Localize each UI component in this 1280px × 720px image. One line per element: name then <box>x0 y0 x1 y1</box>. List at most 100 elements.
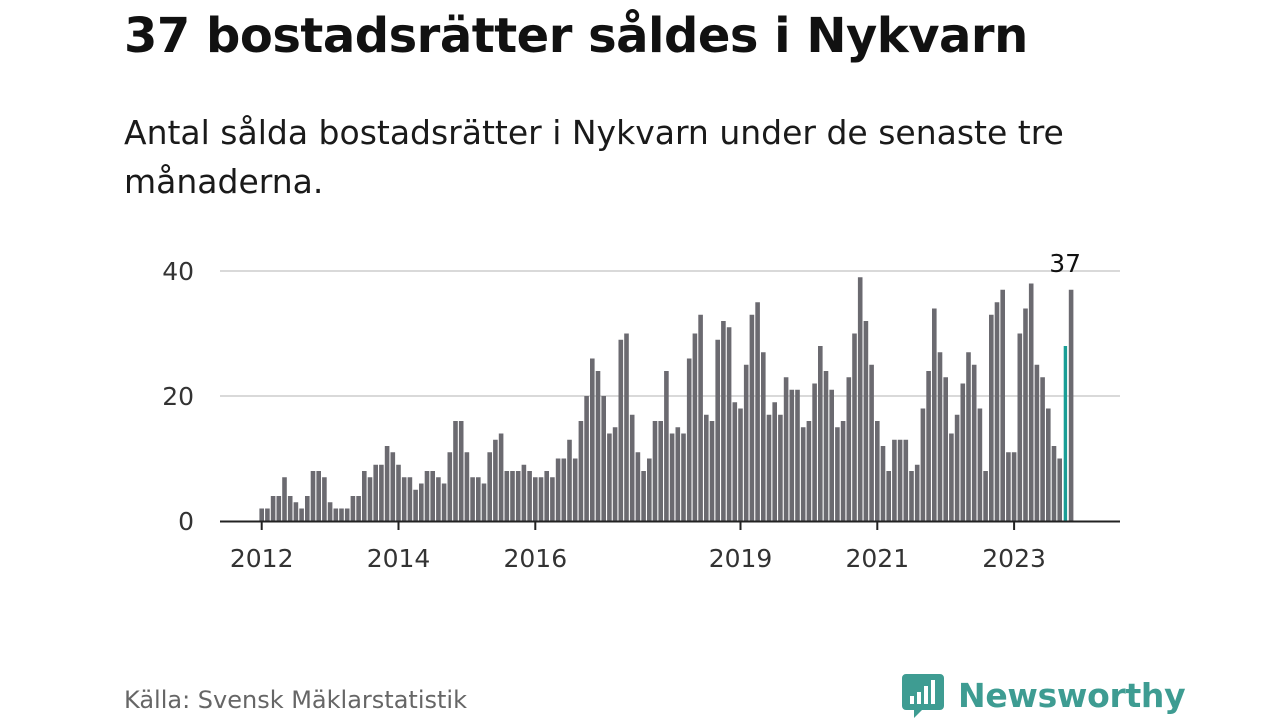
bar <box>766 414 772 521</box>
bar <box>344 508 350 521</box>
bar <box>743 364 749 521</box>
bar <box>595 371 601 521</box>
bar <box>316 471 321 521</box>
bar <box>994 302 1000 521</box>
bar <box>555 458 561 521</box>
bar <box>470 477 475 521</box>
bar <box>396 464 401 521</box>
bar <box>892 439 897 521</box>
bar <box>954 414 960 521</box>
bar <box>601 396 606 521</box>
newsworthy-logo-icon <box>902 674 944 718</box>
bar <box>698 314 703 521</box>
bar <box>647 458 652 521</box>
bar <box>498 433 504 521</box>
bar <box>1028 283 1034 521</box>
bar <box>778 414 783 521</box>
bar <box>846 377 852 521</box>
x-tick-label: 2021 <box>845 544 909 573</box>
bar <box>840 421 846 521</box>
bars <box>259 277 1074 521</box>
bar <box>715 339 720 521</box>
bar <box>726 327 732 521</box>
bar <box>299 508 304 521</box>
bar <box>333 508 339 521</box>
bar <box>960 383 966 521</box>
bar <box>738 408 743 521</box>
bar <box>800 427 806 521</box>
bar <box>1051 446 1057 521</box>
bar <box>561 458 567 521</box>
bar <box>664 371 669 521</box>
highlight-value-label: 37 <box>1049 249 1081 278</box>
bar-chart: 0 20 40 2012 2014 2016 2019 2021 2023 37 <box>162 249 1120 573</box>
bar <box>1011 452 1017 521</box>
x-tick-label: 2016 <box>503 544 567 573</box>
bar <box>641 471 646 521</box>
bar <box>829 389 834 521</box>
bar <box>379 464 384 521</box>
bar <box>1034 364 1040 521</box>
bar <box>578 421 584 521</box>
bar-highlight <box>1063 346 1068 521</box>
bar <box>441 483 447 521</box>
bar <box>544 471 549 521</box>
bar <box>1017 333 1023 521</box>
bar <box>550 477 555 521</box>
bar <box>937 352 943 521</box>
bar <box>339 508 344 521</box>
bar <box>305 496 310 521</box>
y-tick-label: 40 <box>162 257 194 286</box>
bar <box>618 339 624 521</box>
brand-name: Newsworthy <box>958 675 1186 715</box>
bar <box>812 383 817 521</box>
bar <box>590 358 595 521</box>
bar <box>897 439 903 521</box>
bar <box>818 346 823 521</box>
bar <box>390 452 396 521</box>
bar <box>430 471 435 521</box>
bar <box>476 477 481 521</box>
bar <box>533 477 538 521</box>
bar <box>732 402 738 521</box>
bar <box>572 458 578 521</box>
bar <box>983 471 988 521</box>
bar <box>276 496 282 521</box>
x-tick-label: 2023 <box>982 544 1046 573</box>
bar <box>287 496 293 521</box>
bar <box>453 421 458 521</box>
bar <box>686 358 692 521</box>
bar <box>567 439 572 521</box>
bar <box>413 489 418 521</box>
bar <box>407 477 413 521</box>
bar <box>755 302 760 521</box>
bar <box>704 414 709 521</box>
bar <box>675 427 681 521</box>
bar <box>971 364 977 521</box>
bar <box>1046 408 1051 521</box>
bar <box>607 433 612 521</box>
bar <box>863 321 869 521</box>
bar <box>903 439 909 521</box>
bar <box>373 464 378 521</box>
bar <box>989 314 994 521</box>
bar <box>510 471 515 521</box>
bar <box>1000 289 1005 521</box>
bar <box>504 471 510 521</box>
bar <box>419 483 424 521</box>
bar <box>692 333 698 521</box>
bar <box>886 471 891 521</box>
bar <box>709 421 715 521</box>
bar <box>481 483 487 521</box>
bar <box>772 402 777 521</box>
bar <box>783 377 789 521</box>
bar <box>293 502 299 521</box>
bar <box>362 471 367 521</box>
bar <box>265 508 270 521</box>
bar <box>493 439 498 521</box>
bar <box>1057 458 1062 521</box>
bar <box>869 364 874 521</box>
bar <box>424 471 430 521</box>
grid-lines <box>220 270 1120 397</box>
bar <box>966 352 971 521</box>
